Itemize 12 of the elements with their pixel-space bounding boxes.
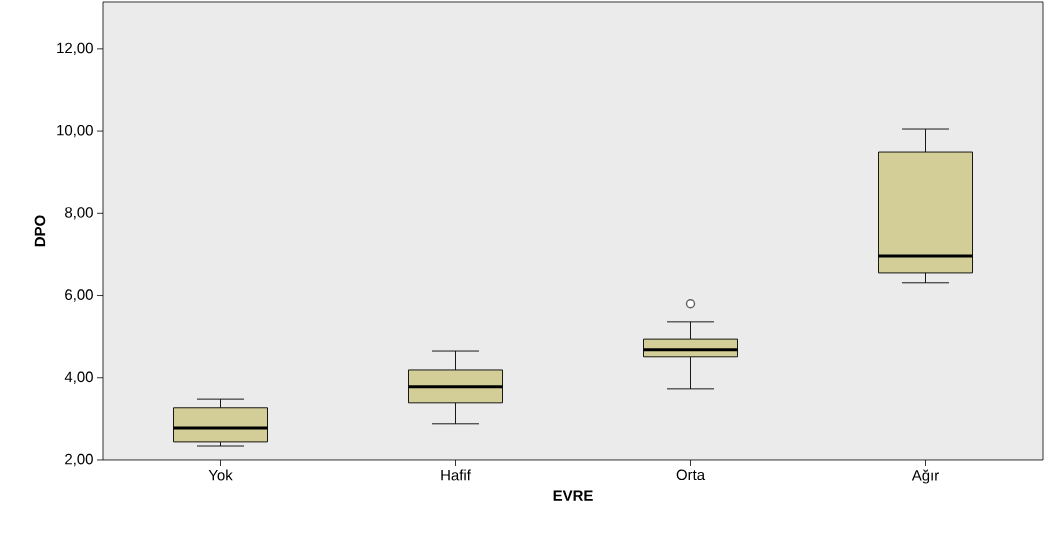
x-tick-label: Yok bbox=[208, 469, 233, 481]
y-tick-label: 6,00 bbox=[65, 289, 93, 302]
y-tick-label: 10,00 bbox=[57, 124, 93, 138]
y-tick-label: 8,00 bbox=[65, 207, 93, 220]
x-axis-title: EVRE bbox=[553, 490, 593, 501]
x-tick-label: Ağır bbox=[911, 469, 939, 484]
y-axis-title: DPO bbox=[34, 215, 46, 247]
x-tick-label: Orta bbox=[676, 469, 706, 481]
x-tick-label: Hafif bbox=[441, 469, 471, 481]
y-tick-label: 12,00 bbox=[57, 42, 93, 56]
y-tick-label: 4,00 bbox=[64, 371, 93, 384]
y-tick-label: 2,00 bbox=[65, 453, 93, 467]
